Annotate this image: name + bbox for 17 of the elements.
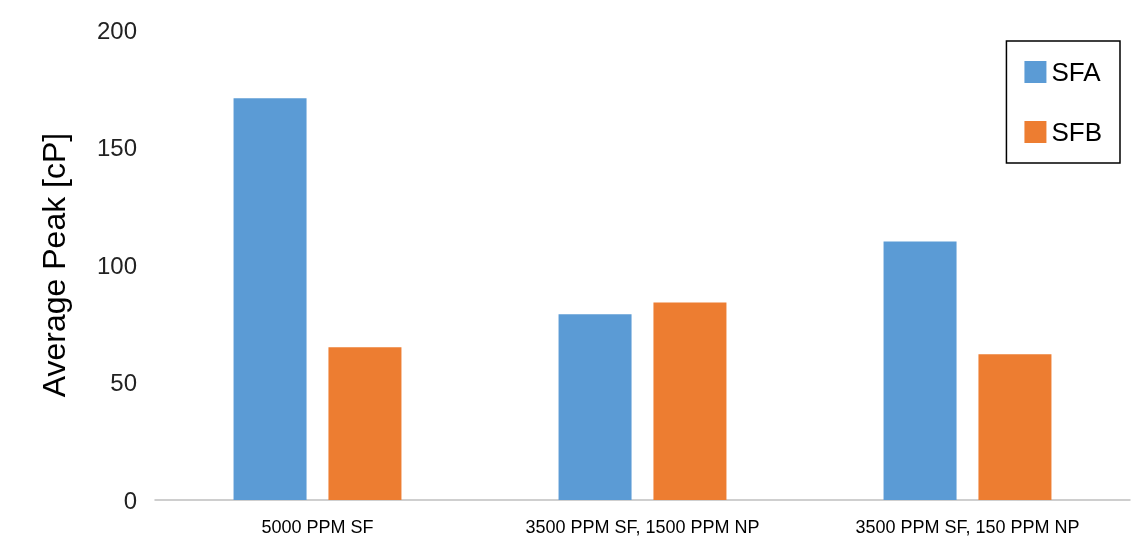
legend-label: SFA [1051, 57, 1102, 87]
y-tick-label: 100 [96, 251, 137, 279]
bar [558, 314, 632, 500]
bar [883, 241, 957, 500]
y-tick-label: 0 [123, 486, 137, 514]
bar [978, 354, 1052, 500]
y-tick-label: 50 [110, 369, 137, 396]
x-tick-label: 3500 PPM SF, 150 PPM NP [855, 517, 1080, 537]
y-tick-label: 150 [96, 134, 137, 161]
bar [653, 302, 727, 500]
y-tick-label: 200 [96, 16, 137, 44]
x-tick-label: 5000 PPM SF [261, 517, 374, 537]
bar [328, 347, 402, 500]
y-axis-title: Average Peak [cP] [36, 132, 72, 398]
legend-label: SFB [1051, 117, 1103, 147]
x-tick-label: 3500 PPM SF, 1500 PPM NP [525, 517, 760, 537]
bar [233, 98, 307, 500]
